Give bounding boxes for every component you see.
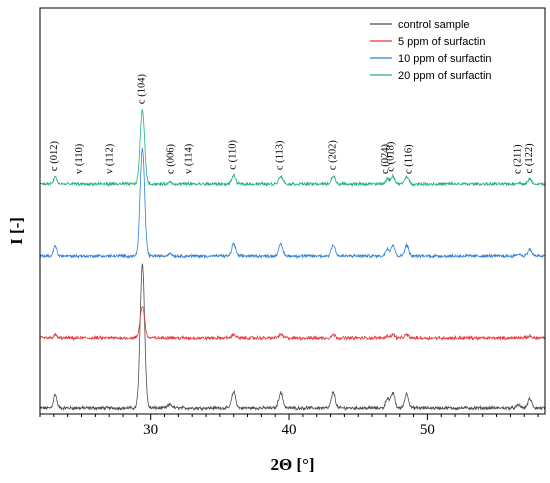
axis-layer: 30 40 50 <box>39 414 539 438</box>
legend-label: 10 ppm of surfactin <box>398 53 492 65</box>
peak-annotation: c (006) <box>165 143 176 174</box>
peak-annotation: c (110) <box>228 140 239 170</box>
plot-layer <box>40 109 545 412</box>
x-tick-label: 40 <box>282 422 297 438</box>
x-tick-label: 30 <box>143 422 158 438</box>
peak-annotation: v (114) <box>183 143 194 174</box>
peak-annotation: c (012) <box>49 141 60 172</box>
legend: control sample 5 ppm of surfactin 10 ppm o… <box>370 19 492 82</box>
legend-label: control sample <box>398 19 470 31</box>
peak-annotation: c (211) <box>513 144 524 174</box>
peak-annotation: c (018) <box>385 141 396 172</box>
peak-annotation: c (104) <box>136 74 147 105</box>
x-tick-label: 50 <box>420 422 435 438</box>
annotation-layer: c (012) v (110) v (112) c (104) c (006) v (11… <box>49 74 535 174</box>
legend-label: 20 ppm of surfactin <box>398 70 492 82</box>
series-line-2 <box>40 147 545 260</box>
peak-annotation: c (024) <box>380 143 391 174</box>
peak-annotation: c (113) <box>275 140 286 170</box>
y-axis-label: I [-] <box>7 217 26 245</box>
legend-label: 5 ppm of surfactin <box>398 36 485 48</box>
series-line-1 <box>40 305 545 342</box>
peak-annotation: v (110) <box>74 143 85 174</box>
series-line-3 <box>40 109 545 188</box>
peak-annotation: c (202) <box>327 140 338 171</box>
peak-annotation: c (116) <box>403 144 414 174</box>
peak-annotation: c (122) <box>524 143 535 174</box>
x-axis-label: 2Θ [°] <box>270 455 314 474</box>
plot-frame <box>39 7 546 415</box>
series-line-0 <box>40 263 545 412</box>
peak-annotation: v (112) <box>105 143 116 174</box>
